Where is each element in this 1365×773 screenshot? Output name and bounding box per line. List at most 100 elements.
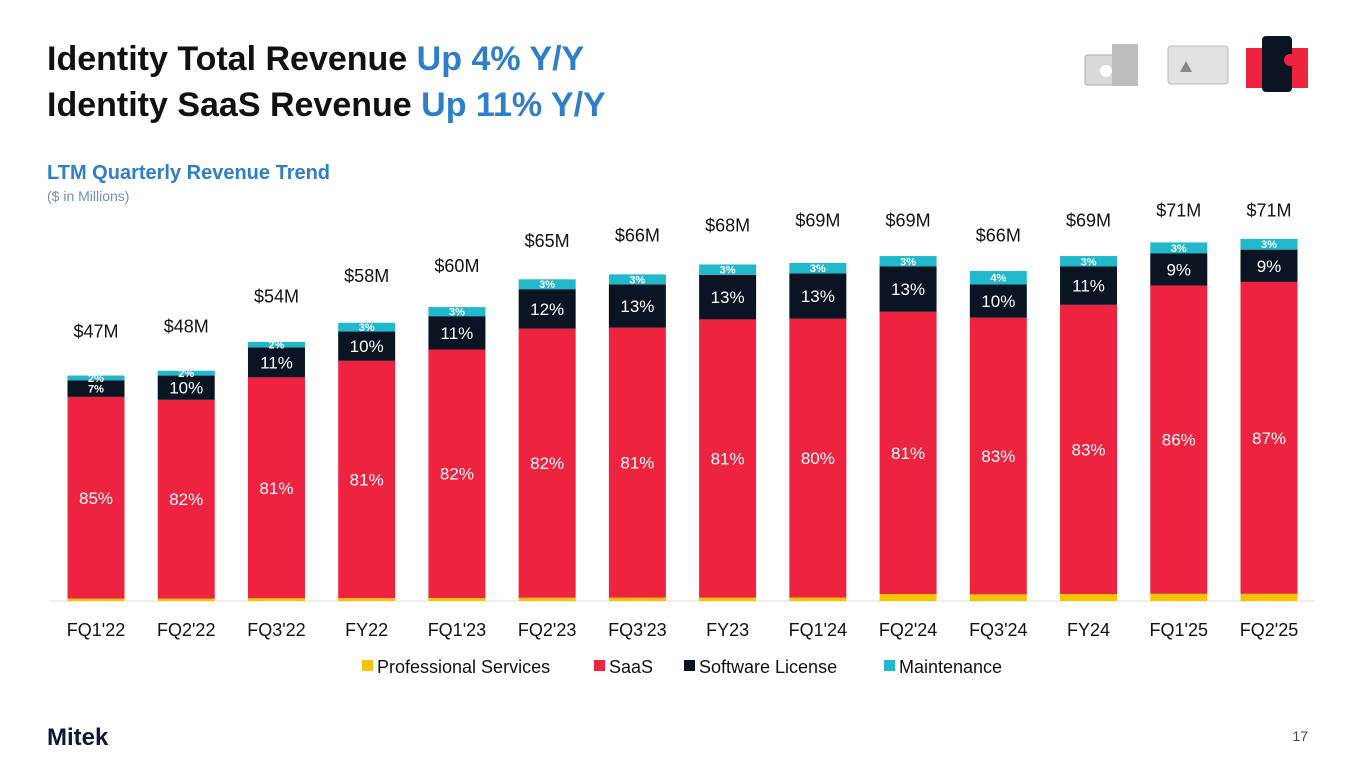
total-label: $54M	[254, 286, 299, 306]
bar-segment	[699, 597, 757, 601]
legend-swatch	[594, 660, 605, 671]
segment-label: 85%	[79, 489, 113, 508]
chart-subtitle: ($ in Millions)	[47, 188, 129, 204]
bar-segment	[428, 307, 486, 317]
total-label: $71M	[1156, 200, 1201, 220]
bar-segment	[67, 396, 125, 599]
bar-segment	[969, 317, 1027, 595]
icon	[1262, 36, 1292, 92]
x-tick-label: FQ1'24	[789, 620, 847, 640]
bar-segment	[247, 377, 305, 599]
bar-segment	[1060, 256, 1118, 267]
bar-segment	[879, 594, 937, 601]
bar-segment	[608, 327, 666, 598]
segment-label: 13%	[801, 287, 835, 306]
bar-segment	[608, 597, 666, 601]
bar-segment	[789, 273, 847, 319]
total-label: $65M	[525, 231, 570, 251]
bar-segment	[789, 318, 847, 598]
total-label: $47M	[73, 322, 118, 342]
title-highlight: Up 4% Y/Y	[417, 40, 585, 78]
icon	[1284, 54, 1296, 66]
x-tick-label: FQ2'23	[518, 620, 576, 640]
total-label: $66M	[615, 226, 660, 246]
bar-segment	[879, 311, 937, 595]
segment-label: 9%	[1166, 260, 1191, 279]
total-label: $71M	[1246, 200, 1291, 220]
total-label: $68M	[705, 216, 750, 236]
segment-label: 11%	[441, 324, 474, 343]
segment-label: 9%	[1257, 257, 1282, 276]
bar-segment	[518, 289, 576, 329]
segment-label: 7%	[88, 384, 104, 396]
bar-segment	[1060, 594, 1118, 601]
bar-segment	[1060, 304, 1118, 595]
bar-segment	[699, 319, 757, 598]
segment-label: 3%	[900, 256, 916, 268]
total-label: $69M	[1066, 211, 1111, 231]
logo: Mitek	[47, 724, 109, 751]
segment-label: 3%	[810, 263, 826, 275]
x-tick-label: FY24	[1067, 620, 1110, 640]
bar-segment	[789, 597, 847, 601]
segment-label: 3%	[629, 274, 645, 286]
bar-segment	[428, 349, 486, 598]
bar-segment	[969, 594, 1027, 601]
total-label: $69M	[795, 211, 840, 231]
segment-label: 4%	[990, 273, 1006, 285]
segment-label: 87%	[1252, 429, 1286, 448]
legend-label: SaaS	[609, 657, 653, 677]
bar-segment	[67, 375, 125, 381]
segment-label: 82%	[169, 490, 203, 509]
segment-label: 3%	[1171, 243, 1187, 255]
bar-segment	[157, 399, 215, 599]
segment-label: 13%	[891, 280, 925, 299]
total-label: $48M	[164, 317, 209, 337]
bar-segment	[428, 597, 486, 601]
total-label: $66M	[976, 226, 1021, 246]
segment-label: 13%	[620, 297, 654, 316]
bar-segment	[969, 271, 1027, 285]
segment-label: 83%	[1072, 440, 1106, 459]
segment-label: 86%	[1162, 431, 1196, 450]
segment-label: 3%	[359, 322, 375, 334]
legend-label: Maintenance	[899, 657, 1002, 677]
bar-segment	[699, 264, 757, 275]
bar-segment	[1150, 242, 1208, 254]
x-tick-label: FQ3'24	[969, 620, 1027, 640]
bar-segment	[699, 274, 757, 320]
icon	[1167, 45, 1229, 85]
bar-segment	[608, 274, 666, 285]
segment-label: 80%	[801, 449, 835, 468]
bar-segment	[518, 279, 576, 290]
icon	[1100, 65, 1112, 77]
title-highlight: Up 11% Y/Y	[421, 86, 606, 124]
bar-segment	[518, 597, 576, 601]
icon	[1180, 61, 1192, 72]
segment-label: 10%	[350, 337, 384, 356]
icon	[1112, 44, 1138, 86]
bar-segment	[1240, 249, 1298, 282]
page-number: 17	[1292, 728, 1308, 744]
bar-segment	[428, 316, 486, 350]
title-line-2: Identity SaaS Revenue Up 11% Y/Y	[47, 86, 606, 124]
icons	[1084, 36, 1308, 92]
legend-swatch	[362, 660, 373, 671]
bar-segment	[789, 263, 847, 274]
segment-label: 2%	[269, 340, 285, 352]
bar-segment	[338, 360, 396, 599]
bar-segment	[338, 331, 396, 361]
segment-label: 11%	[1072, 277, 1105, 296]
bar-segment	[247, 341, 305, 348]
bar-segment	[1240, 281, 1298, 594]
x-tick-label: FY22	[345, 620, 388, 640]
segment-label: 81%	[891, 444, 925, 463]
total-label: $58M	[344, 266, 389, 286]
segment-label: 12%	[530, 300, 564, 319]
bar-segment	[518, 328, 576, 598]
legend-label: Professional Services	[377, 657, 550, 677]
bar-segment	[247, 347, 305, 378]
total-label: $60M	[434, 256, 479, 276]
total-label: $69M	[886, 211, 931, 231]
